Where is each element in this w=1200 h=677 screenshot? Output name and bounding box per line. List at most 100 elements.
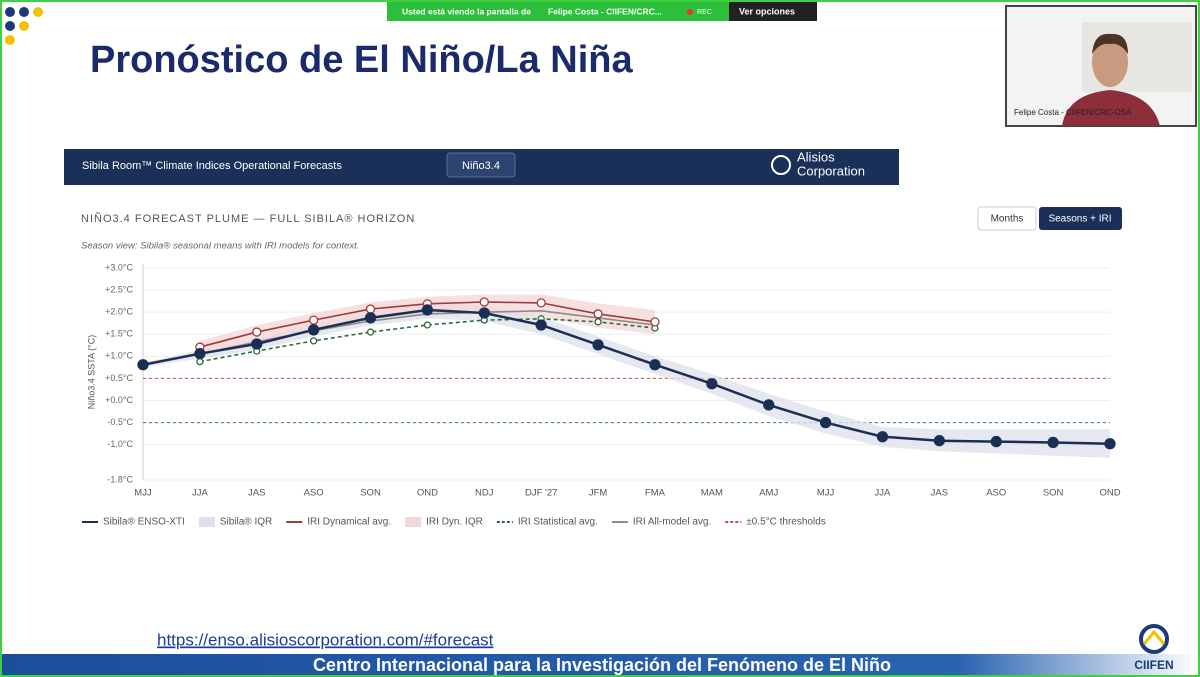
- x-tick-label: MJJ: [817, 488, 835, 499]
- x-tick-label: NDJ: [475, 488, 494, 499]
- x-tick-label: JAS: [248, 488, 265, 499]
- brand-line2: Corporation: [797, 163, 865, 178]
- chart-title: NIÑO3.4 FORECAST PLUME — FULL SIBILA® HO…: [81, 212, 415, 225]
- months-button-label[interactable]: Months: [991, 214, 1024, 225]
- y-tick-label: +1.5°C: [105, 329, 133, 339]
- data-point: [649, 359, 661, 371]
- brand-icon: [771, 155, 791, 175]
- rec-label: REC: [697, 9, 712, 16]
- y-tick-label: -1.0°C: [107, 439, 133, 449]
- data-point: [364, 312, 377, 324]
- legend-label: ±0.5°C thresholds: [746, 517, 826, 528]
- x-tick-label: OND: [1099, 488, 1120, 499]
- x-tick-label: OND: [417, 488, 438, 499]
- data-point: [1104, 438, 1116, 450]
- data-point: [137, 359, 149, 371]
- iqr-band: [199, 294, 655, 355]
- data-point: [423, 321, 432, 329]
- share-banner: [387, 2, 817, 21]
- footer-bar: [2, 654, 1198, 675]
- x-tick-label: MAM: [701, 488, 723, 499]
- legend-swatch: [405, 517, 422, 527]
- data-point: [194, 348, 206, 360]
- presenter-name: Felipe Costa - CIIFEN/CRC...: [548, 6, 662, 16]
- data-point: [421, 304, 434, 316]
- series-line: [142, 308, 1111, 446]
- webcam-person-body: [1062, 90, 1160, 126]
- x-tick-label: FMA: [645, 488, 666, 499]
- series-line: [199, 317, 656, 363]
- data-point: [366, 328, 375, 336]
- y-tick-label: +0.0°C: [105, 395, 133, 405]
- url-link[interactable]: https://enso.alisioscorporation.com/#for…: [157, 630, 494, 649]
- data-point: [1047, 436, 1059, 449]
- legend-swatch: [198, 517, 215, 527]
- ciifen-icon-peak: [1142, 629, 1166, 645]
- y-tick-label: -1.8°C: [107, 474, 133, 484]
- share-banner-text: Usted está viendo la pantalla de: [402, 6, 531, 16]
- y-tick-label: +1.0°C: [105, 351, 133, 361]
- data-point: [594, 318, 602, 326]
- x-tick-label: DJF '27: [525, 488, 557, 499]
- data-point: [592, 339, 604, 351]
- logo-dots: [5, 7, 43, 45]
- x-tick-label: JJA: [875, 488, 892, 499]
- seasons-button-label[interactable]: Seasons + IRI: [1048, 214, 1111, 225]
- footer-text: Centro Internacional para la Investigaci…: [313, 655, 891, 675]
- x-tick-label: SON: [360, 488, 381, 499]
- x-tick-label: SON: [1043, 488, 1064, 499]
- legend-label: IRI Dynamical avg.: [307, 517, 391, 528]
- legend-label: Sibila® IQR: [220, 517, 272, 528]
- data-point: [706, 378, 718, 390]
- legend-label: IRI Dyn. IQR: [426, 517, 483, 528]
- x-tick-label: JJA: [192, 488, 209, 499]
- data-point: [933, 435, 946, 447]
- options-button[interactable]: [729, 2, 817, 21]
- data-point: [763, 399, 775, 411]
- webcam-person-head: [1092, 37, 1128, 87]
- y-tick-label: -0.5°C: [107, 417, 133, 427]
- data-point: [307, 324, 320, 336]
- ciifen-icon: [1139, 624, 1169, 654]
- data-point: [650, 317, 660, 327]
- index-button[interactable]: [446, 152, 516, 178]
- y-axis-label: Niño3.4 SSTA (°C): [86, 335, 96, 409]
- x-tick-label: MJJ: [134, 488, 152, 499]
- data-point: [251, 338, 263, 350]
- data-point: [535, 319, 547, 331]
- data-point: [478, 307, 490, 319]
- data-point: [593, 309, 603, 319]
- data-point: [365, 304, 376, 314]
- rec-dot: [687, 9, 693, 15]
- data-point: [479, 297, 489, 307]
- x-tick-label: JFM: [589, 488, 608, 499]
- x-tick-label: AMJ: [759, 488, 778, 499]
- index-button-label[interactable]: Niño3.4: [462, 160, 500, 172]
- data-point: [196, 357, 204, 366]
- brand-line1: Alisios: [797, 149, 835, 164]
- months-button[interactable]: [977, 206, 1037, 231]
- data-point: [876, 431, 889, 443]
- data-point: [990, 435, 1002, 448]
- data-point: [308, 315, 319, 325]
- chart-subtitle: Season view: Sibila® seasonal means with…: [81, 241, 359, 252]
- options-label[interactable]: Ver opciones: [739, 6, 795, 16]
- data-point: [252, 327, 262, 337]
- y-tick-label: +2.5°C: [105, 284, 133, 294]
- legend-label: Sibila® ENSO-XTI: [103, 517, 185, 528]
- seasons-button[interactable]: [1039, 207, 1122, 230]
- webcam-label: Felipe Costa - CIIFEN/CRC-OSA: [1014, 108, 1132, 117]
- legend-label: IRI Statistical avg.: [518, 517, 598, 528]
- data-point: [536, 298, 546, 308]
- x-tick-label: ASO: [986, 488, 1006, 499]
- webcam-person-hair: [1092, 33, 1128, 54]
- data-point: [309, 337, 318, 345]
- y-tick-label: +0.5°C: [105, 373, 133, 383]
- data-point: [819, 416, 832, 429]
- x-tick-label: ASO: [304, 488, 324, 499]
- x-tick-label: JAS: [931, 488, 948, 499]
- legend-label: IRI All-model avg.: [633, 517, 711, 528]
- app-header-title: Sibila Room™ Climate Indices Operational…: [82, 160, 342, 172]
